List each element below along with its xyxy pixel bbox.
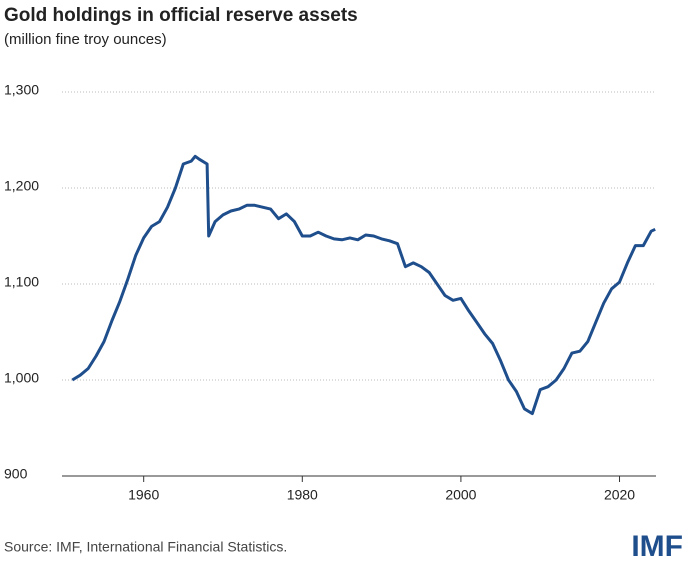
y-tick-label: 1,100 [4,274,39,290]
x-tick-label: 2000 [445,487,476,503]
y-tick-label: 900 [4,466,28,482]
x-tick-label: 1960 [128,487,159,503]
source-note: Source: IMF, International Financial Sta… [4,539,287,555]
y-tick-label: 1,000 [4,370,39,386]
logo: IMF [631,530,683,563]
x-tick-label: 2020 [604,487,635,503]
chart-title: Gold holdings in official reserve assets [4,5,358,26]
y-tick-label: 1,200 [4,178,39,194]
y-tick-label: 1,300 [4,82,39,98]
chart-subtitle: (million fine troy ounces) [4,31,167,48]
x-tick-label: 1980 [287,487,318,503]
data-line [71,154,656,416]
